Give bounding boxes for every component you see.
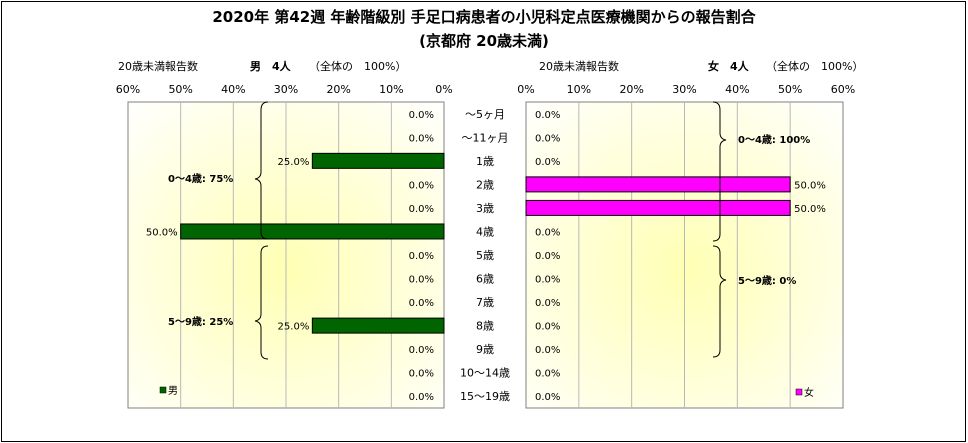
female-bar	[525, 199, 791, 216]
legend-female-swatch	[795, 388, 803, 396]
male-data-label: 0.0%	[409, 275, 434, 286]
male-data-label: 25.0%	[278, 322, 310, 333]
male-x-tick-label: 60%	[116, 83, 140, 96]
male-count: 男 4人	[250, 59, 292, 73]
female-x-tick-label: 50%	[778, 83, 802, 96]
male-data-label: 25.0%	[278, 157, 310, 168]
female-data-label: 0.0%	[535, 392, 560, 403]
male-bar	[311, 317, 445, 334]
female-data-label: 0.0%	[535, 157, 560, 168]
legend-male-swatch	[159, 386, 167, 394]
male-group-label-0-4: 0〜4歳: 75%	[168, 172, 233, 185]
category-label: 7歳	[476, 296, 494, 309]
category-label: 1歳	[476, 155, 494, 168]
female-x-tick-label: 10%	[567, 83, 591, 96]
legend-female-label: 女	[804, 386, 814, 399]
female-data-label: 0.0%	[535, 298, 560, 309]
male-x-tick-label: 10%	[379, 83, 403, 96]
male-x-tick-label: 50%	[168, 83, 192, 96]
male-x-tick-label: 0%	[435, 83, 452, 96]
male-data-label: 0.0%	[409, 180, 434, 191]
male-data-label: 0.0%	[409, 369, 434, 380]
female-x-tick-label: 40%	[725, 83, 749, 96]
female-data-label: 0.0%	[535, 322, 560, 333]
male-data-label: 0.0%	[409, 204, 434, 215]
category-label: 4歳	[476, 225, 494, 238]
category-label: 8歳	[476, 320, 494, 333]
female-bar	[525, 176, 791, 193]
female-x-tick-label: 20%	[619, 83, 643, 96]
female-x-tick-label: 60%	[831, 83, 855, 96]
female-group-label-0-4: 0〜4歳: 100%	[738, 133, 810, 146]
category-label: 2歳	[476, 178, 494, 191]
female-count: 女 4人	[708, 59, 750, 73]
male-data-label: 0.0%	[409, 298, 434, 309]
female-data-label: 50.0%	[794, 204, 826, 215]
category-label: 6歳	[476, 273, 494, 286]
male-x-tick-label: 30%	[274, 83, 298, 96]
category-label: 3歳	[476, 202, 494, 215]
male-data-label: 0.0%	[409, 345, 434, 356]
male-data-label: 0.0%	[409, 251, 434, 262]
female-data-label: 0.0%	[535, 133, 560, 144]
female-x-tick-label: 30%	[672, 83, 696, 96]
female-total: （全体の 100%）	[766, 59, 863, 73]
category-label: 〜11ヶ月	[462, 131, 509, 144]
female-group-label-5-9: 5〜9歳: 0%	[738, 274, 796, 287]
legend-male-label: 男	[168, 385, 178, 397]
female-header: 20歳未満報告数	[539, 60, 619, 73]
category-label: 10〜14歳	[460, 367, 510, 380]
male-header: 20歳未満報告数	[118, 60, 198, 73]
female-data-label: 0.0%	[535, 251, 560, 262]
category-label: 〜5ヶ月	[465, 108, 505, 121]
male-x-tick-label: 40%	[221, 83, 245, 96]
male-bracket-0-4	[254, 101, 269, 240]
female-data-label: 0.0%	[535, 110, 560, 121]
chart-title: 2020年 第42週 年齢階級別 手足口病患者の小児科定点医療機関からの報告割合	[212, 8, 756, 26]
category-label: 15〜19歳	[460, 390, 510, 403]
male-bracket-5-9	[254, 245, 269, 360]
male-bar	[311, 152, 445, 169]
category-label: 5歳	[476, 249, 494, 262]
female-bracket-0-4	[712, 101, 727, 242]
male-group-label-5-9: 5〜9歳: 25%	[168, 315, 233, 328]
male-data-label: 0.0%	[409, 110, 434, 121]
male-data-label: 0.0%	[409, 133, 434, 144]
female-x-tick-label: 0%	[517, 83, 534, 96]
male-x-tick-label: 20%	[326, 83, 350, 96]
female-bracket-5-9	[712, 245, 727, 358]
male-bar	[180, 223, 445, 240]
chart-subtitle: (京都府 20歳未満)	[419, 32, 549, 50]
male-data-label: 50.0%	[146, 227, 178, 238]
female-data-label: 0.0%	[535, 227, 560, 238]
male-total: （全体の 100%）	[309, 59, 406, 73]
female-data-label: 0.0%	[535, 369, 560, 380]
female-data-label: 0.0%	[535, 275, 560, 286]
female-data-label: 50.0%	[794, 180, 826, 191]
male-data-label: 0.0%	[409, 392, 434, 403]
female-data-label: 0.0%	[535, 345, 560, 356]
category-label: 9歳	[476, 343, 494, 356]
